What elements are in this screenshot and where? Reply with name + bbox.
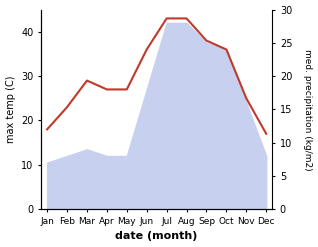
X-axis label: date (month): date (month) xyxy=(115,231,198,242)
Y-axis label: max temp (C): max temp (C) xyxy=(5,76,16,143)
Y-axis label: med. precipitation (kg/m2): med. precipitation (kg/m2) xyxy=(303,49,313,170)
